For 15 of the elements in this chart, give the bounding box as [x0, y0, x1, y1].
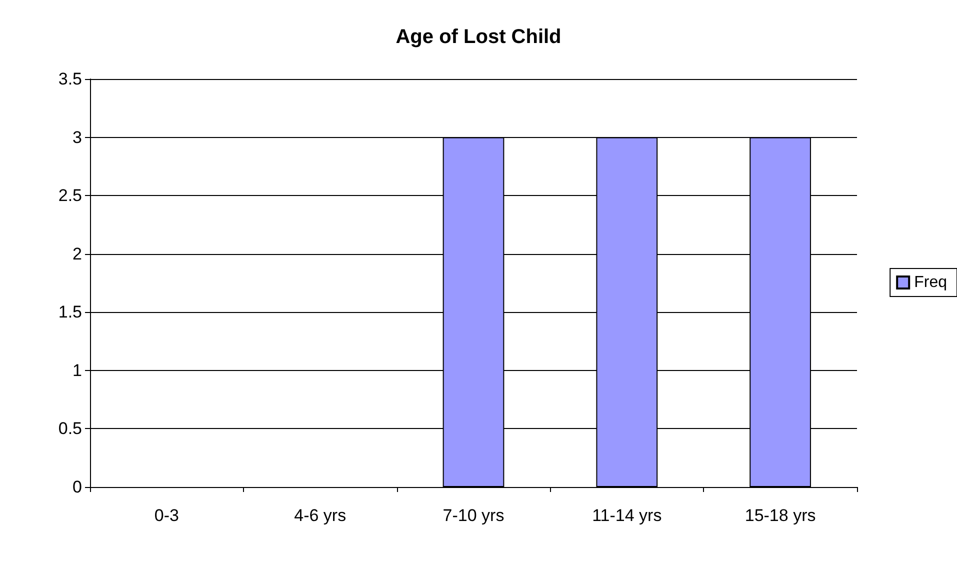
x-tick-label: 15-18 yrs [744, 506, 816, 525]
legend-label: Freq [914, 274, 948, 291]
x-tick-label: 7-10 yrs [442, 506, 504, 525]
chart-title: Age of Lost Child [396, 26, 562, 48]
y-tick-label: 1.5 [58, 302, 82, 322]
y-tick-label: 0 [72, 478, 82, 496]
x-tick-label: 0-3 [154, 506, 179, 525]
y-tick-label: 3 [72, 128, 82, 147]
x-tick-label: 4-6 yrs [294, 506, 346, 525]
y-tick-label: 1 [72, 360, 82, 380]
y-tick-label: 2 [72, 244, 82, 264]
x-tick-label: 11-14 yrs [592, 506, 662, 525]
y-tick-label: 0.5 [58, 419, 82, 438]
y-tick-label: 3.5 [58, 70, 82, 88]
y-tick-label: 2.5 [58, 186, 82, 206]
